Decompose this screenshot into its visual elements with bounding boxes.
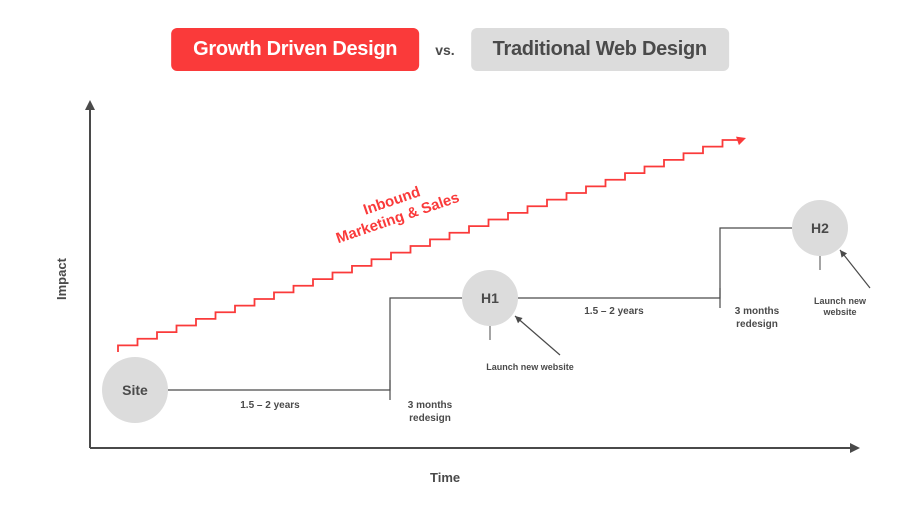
timeline-annotation: 1.5 – 2 years bbox=[584, 306, 644, 319]
timeline-node-site: Site bbox=[102, 357, 168, 423]
launch-new-website-label: Launch new website bbox=[810, 296, 870, 319]
launch-new-website-label: Launch new website bbox=[486, 362, 574, 373]
timeline-annotation: 3 months redesign bbox=[735, 306, 779, 331]
timeline-annotation: 3 months redesign bbox=[408, 400, 452, 425]
timeline-node-h2: H2 bbox=[792, 200, 848, 256]
diagram-stage: Growth Driven Design vs. Traditional Web… bbox=[0, 0, 900, 513]
timeline-annotation: 1.5 – 2 years bbox=[240, 400, 300, 413]
timeline-node-h1: H1 bbox=[462, 270, 518, 326]
plot-area: Impact Time Launch new websiteLaunch new… bbox=[0, 0, 900, 513]
